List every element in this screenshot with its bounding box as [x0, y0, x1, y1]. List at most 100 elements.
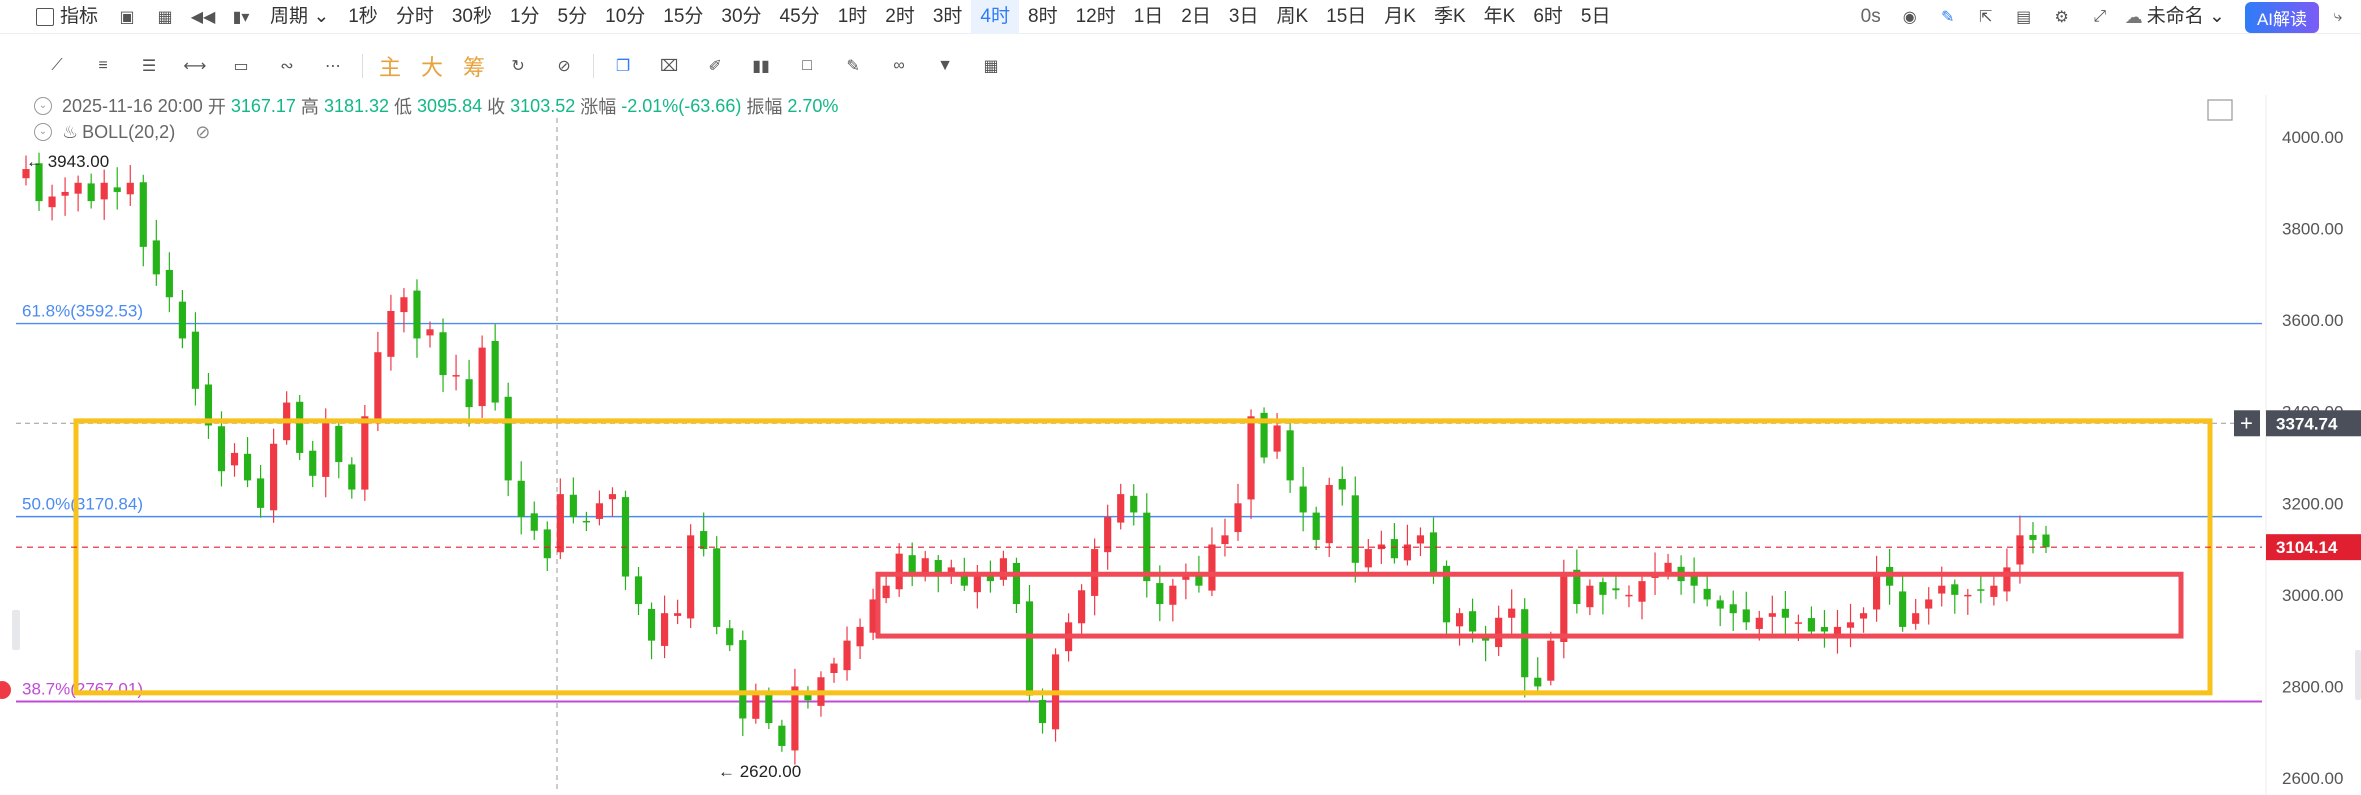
- period-tab[interactable]: 月K: [1384, 5, 1416, 27]
- candle-body: [270, 443, 278, 511]
- brush-icon[interactable]: ✐: [708, 58, 722, 75]
- export-icon[interactable]: ⇱: [1979, 9, 1993, 26]
- period-tab[interactable]: 30秒: [451, 5, 492, 27]
- y-tick-label: 3800.00: [2282, 220, 2343, 239]
- candle-body: [765, 694, 773, 724]
- period-tab[interactable]: 2时: [885, 5, 915, 27]
- candle-body: [739, 640, 747, 719]
- candle-body: [152, 240, 160, 275]
- period-tab[interactable]: 4时: [971, 0, 1019, 34]
- period-tab[interactable]: 5分: [557, 5, 588, 27]
- candle-body: [296, 401, 304, 453]
- chip-toggle[interactable]: 筹: [463, 55, 486, 80]
- candle-body: [1964, 594, 1972, 597]
- trend-line-icon[interactable]: ⟋: [51, 57, 63, 74]
- period-tab[interactable]: 10分: [605, 5, 646, 27]
- open-value: 3167.17: [230, 95, 296, 116]
- horizontal-lines-icon[interactable]: ☰: [141, 58, 157, 75]
- period-tab[interactable]: 3日: [1228, 5, 1259, 27]
- candle-pattern-icon[interactable]: ▮▮: [752, 58, 770, 75]
- template-icon[interactable]: ▤: [2016, 9, 2032, 26]
- period-list: 1秒 分时 30秒 1分 5分 10分 15分 30分 45分 1时 2时 3时 4时 8时 12时 1日 2日…: [339, 0, 1619, 34]
- big-order-toggle[interactable]: 大: [421, 55, 444, 80]
- hide-drawings-icon[interactable]: ⊘: [557, 58, 571, 75]
- period-tab[interactable]: 15日: [1326, 5, 1367, 27]
- ruler-icon[interactable]: ⌧: [659, 58, 679, 75]
- bell-icon[interactable]: ♨: [62, 121, 79, 142]
- candle-body: [348, 464, 356, 490]
- filter-icon[interactable]: ▼: [937, 57, 953, 74]
- lock-icon[interactable]: □: [802, 57, 812, 74]
- eye-hidden-icon[interactable]: ⊘: [195, 121, 211, 142]
- candle-body: [126, 182, 134, 195]
- period-tab[interactable]: 5日: [1580, 5, 1611, 27]
- change-label: 涨幅: [580, 97, 617, 117]
- amplitude-value: 2.70%: [787, 95, 839, 116]
- rectangle-icon[interactable]: ▭: [233, 58, 249, 75]
- candle-body: [1442, 565, 1451, 623]
- period-tab[interactable]: 周K: [1276, 5, 1309, 27]
- period-tab[interactable]: 12时: [1075, 5, 1116, 27]
- period-tab[interactable]: 8时: [1028, 5, 1058, 27]
- drawing-toolbar: ⟋ ≡ ☰ ⟷ ▭ ∾ ⋯ 主 大 筹 ↻ ⊘ ❐ ⌧ ✐ ▮▮ □ ✎ ∞ ▼…: [0, 46, 1014, 86]
- period-tab[interactable]: 1日: [1133, 5, 1164, 27]
- period-tab[interactable]: 1分: [509, 5, 540, 27]
- period-tab[interactable]: 年K: [1483, 5, 1516, 27]
- period-tab[interactable]: 2日: [1181, 5, 1211, 27]
- copy-icon[interactable]: ❐: [615, 58, 631, 75]
- candle-type-icon[interactable]: ▮▾: [232, 8, 250, 26]
- period-tab[interactable]: 1秒: [348, 5, 378, 27]
- layout-icon[interactable]: ▦: [157, 8, 173, 26]
- countdown-timer: 0s: [1860, 6, 1881, 27]
- ai-interpret-button[interactable]: AI解读: [2244, 1, 2319, 33]
- candle-body: [1573, 569, 1581, 605]
- period-tab[interactable]: 季K: [1433, 5, 1466, 27]
- note-icon[interactable]: ✎: [846, 58, 860, 75]
- camera-icon[interactable]: ◉: [1902, 9, 1917, 26]
- y-tick-label: 3400.00: [2282, 403, 2343, 422]
- magnet-icon[interactable]: ↻: [511, 58, 525, 75]
- more-icon[interactable]: ⋯: [325, 58, 341, 75]
- candle-body: [165, 269, 173, 298]
- parallel-lines-icon[interactable]: ≡: [98, 57, 108, 74]
- horizontal-ray-icon[interactable]: ⟷: [183, 58, 207, 75]
- indicator-button[interactable]: 指标: [60, 5, 99, 27]
- trash-icon[interactable]: ▦: [983, 58, 999, 75]
- candle-body: [2016, 535, 2024, 565]
- candle-body: [595, 503, 604, 519]
- replay-icon[interactable]: ◀◀: [190, 8, 216, 26]
- candle-body: [387, 310, 395, 357]
- period-tab[interactable]: 45分: [779, 5, 820, 27]
- candle-body: [1990, 585, 1998, 597]
- collapse-indicator-icon[interactable]: ⌄: [34, 123, 52, 141]
- layout-name-dropdown[interactable]: 未命名 ⌄: [2143, 0, 2235, 34]
- period-dropdown[interactable]: 周期 ⌄: [260, 0, 339, 34]
- candle-body: [1377, 544, 1385, 550]
- period-tab[interactable]: 分时: [395, 5, 434, 27]
- period-tab[interactable]: 30分: [721, 5, 762, 27]
- period-tab[interactable]: 15分: [663, 5, 704, 27]
- candle-body: [1925, 599, 1933, 609]
- share-icon[interactable]: ⤷: [2333, 8, 2343, 25]
- period-tab[interactable]: 3时: [932, 5, 963, 27]
- collapse-info-icon[interactable]: ⌄: [34, 97, 52, 115]
- candle-body: [530, 513, 538, 531]
- main-chart-toggle[interactable]: 主: [379, 55, 402, 80]
- candle-body: [1599, 582, 1607, 595]
- candle-body: [74, 182, 82, 194]
- link-icon[interactable]: ∞: [893, 57, 905, 74]
- candle-body: [687, 535, 695, 619]
- fib-tool-icon[interactable]: ∾: [280, 58, 294, 75]
- draw-pen-icon[interactable]: ✎: [1941, 9, 1955, 26]
- candle-body: [1091, 549, 1099, 596]
- alert-dot-icon: [0, 681, 11, 699]
- candle-body: [986, 576, 994, 582]
- period-tab[interactable]: 6时: [1533, 5, 1563, 27]
- period-tab[interactable]: 1时: [837, 5, 868, 27]
- indicator-icon[interactable]: [36, 7, 54, 26]
- consolidation-box: [875, 571, 2184, 639]
- settings-gear-icon[interactable]: ⚙: [2054, 9, 2069, 26]
- fullscreen-icon[interactable]: ⤢: [2093, 8, 2107, 25]
- calendar-icon[interactable]: ▣: [119, 8, 135, 26]
